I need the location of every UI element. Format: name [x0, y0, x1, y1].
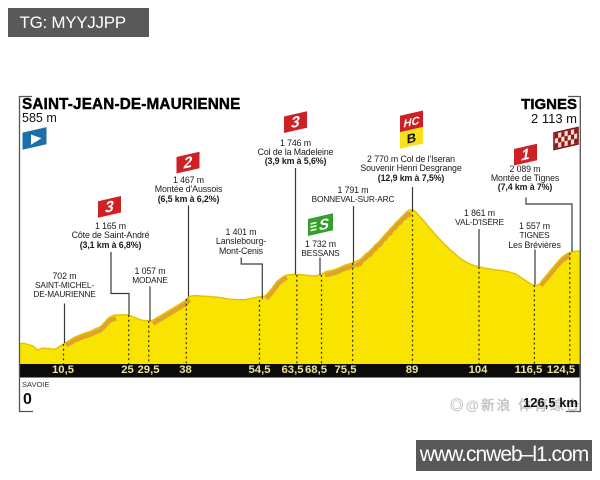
svg-text:3: 3 — [291, 113, 300, 132]
svg-text:HC: HC — [404, 115, 421, 131]
svg-text:S: S — [319, 215, 329, 234]
svg-text:B: B — [407, 130, 416, 147]
svg-text:1: 1 — [521, 146, 530, 165]
svg-text:2: 2 — [183, 154, 193, 173]
svg-text:3: 3 — [105, 198, 114, 217]
